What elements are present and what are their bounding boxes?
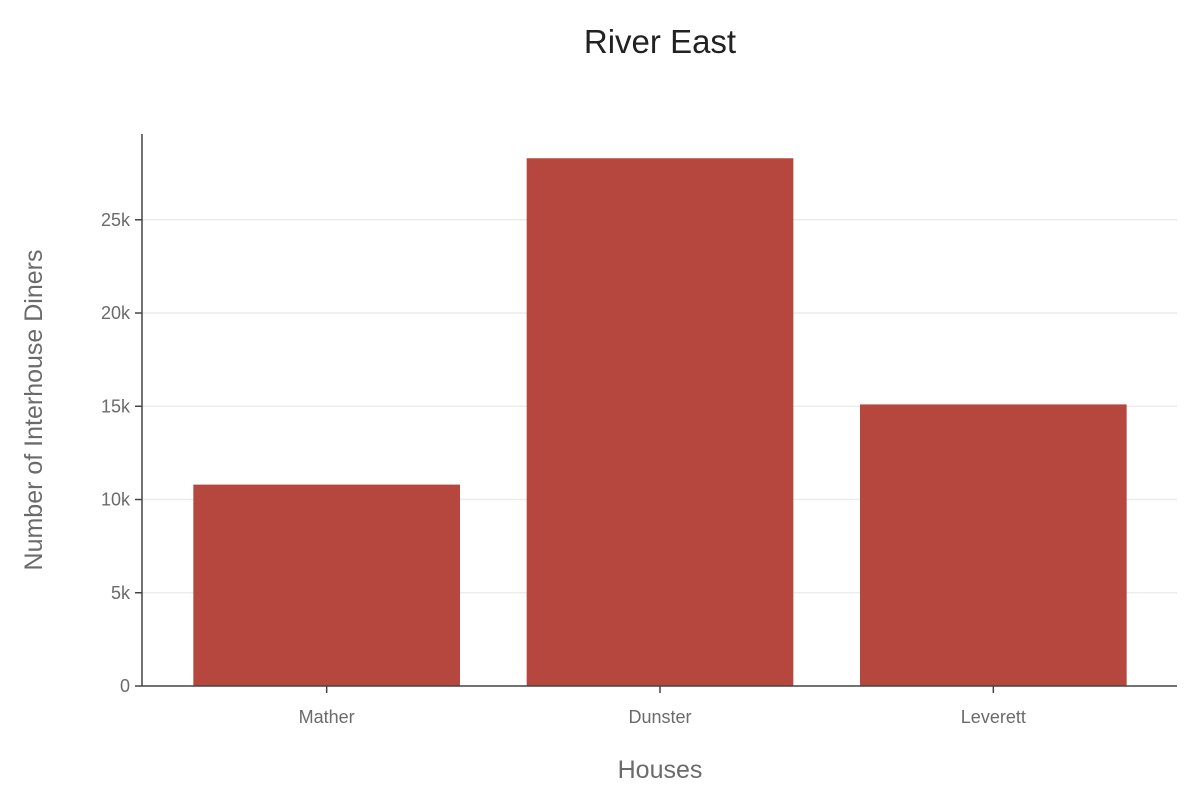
y-axis-ticks: 0 5k 10k 15k 20k 25k [101, 210, 142, 696]
y-tick-label: 0 [120, 676, 130, 696]
y-tick-label: 25k [101, 210, 131, 230]
y-tick-label: 5k [111, 583, 131, 603]
bar-dunster[interactable] [526, 158, 794, 687]
x-axis-ticks: Mather Dunster Leverett [299, 686, 1026, 727]
bars [193, 158, 1127, 687]
x-tick-label-leverett: Leverett [961, 707, 1026, 727]
bar-leverett[interactable] [860, 404, 1127, 686]
bar-mather[interactable] [193, 484, 461, 686]
x-tick-label-dunster: Dunster [628, 707, 691, 727]
y-tick-label: 10k [101, 490, 131, 510]
y-tick-label: 20k [101, 303, 131, 323]
y-tick-label: 15k [101, 396, 131, 416]
x-tick-label-mather: Mather [299, 707, 355, 727]
x-axis-label: Houses [618, 756, 703, 784]
y-axis-label: Number of Interhouse Diners [20, 250, 48, 571]
chart-title: River East [584, 23, 736, 60]
